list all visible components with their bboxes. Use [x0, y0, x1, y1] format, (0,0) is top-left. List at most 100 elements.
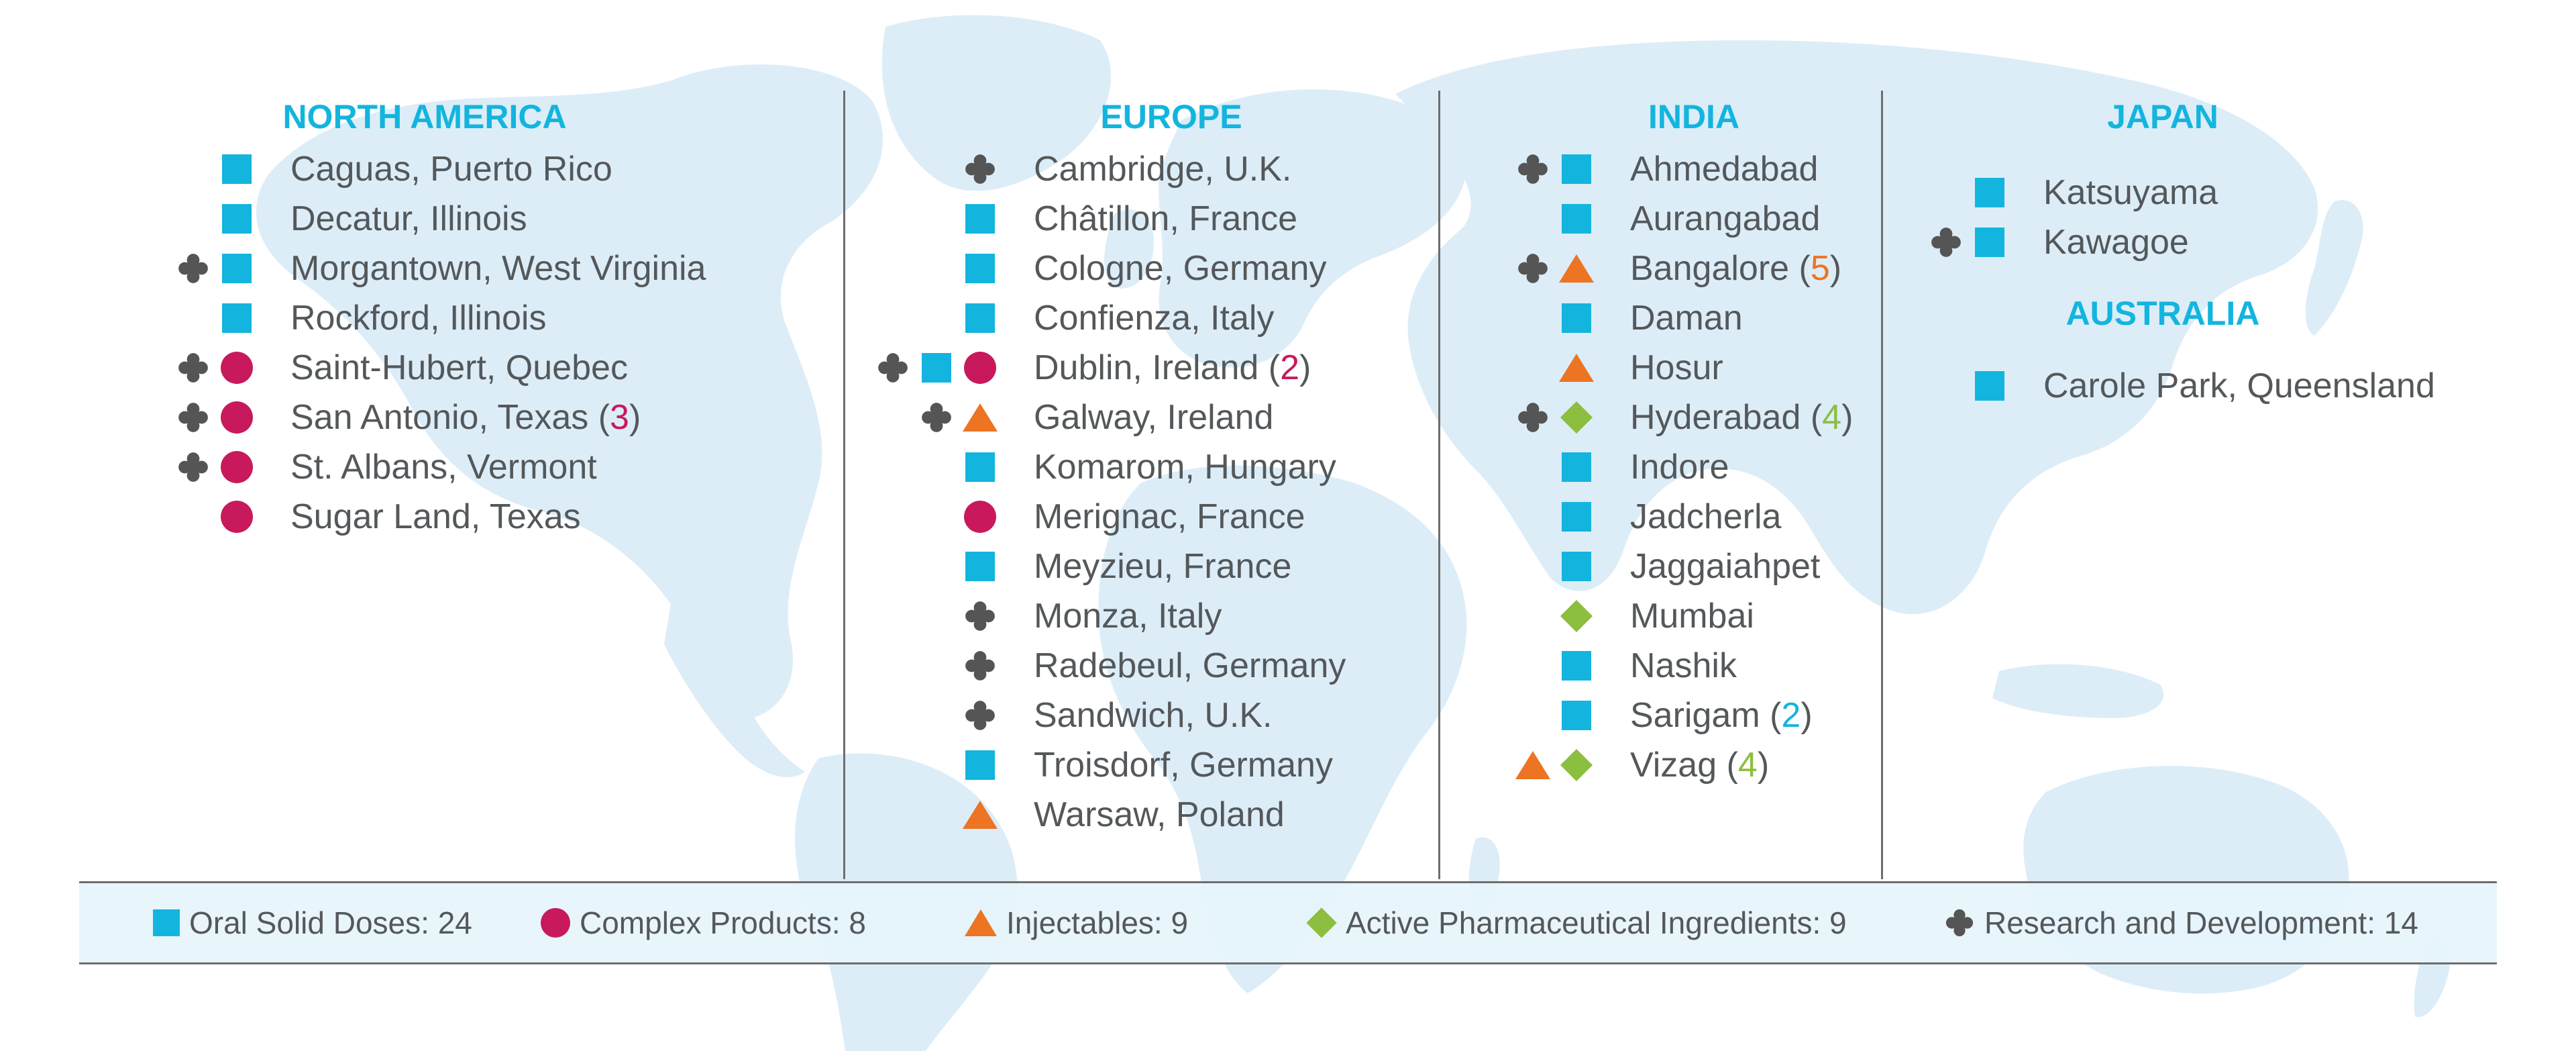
- north-america-shape: [256, 64, 883, 718]
- site-row: Mumbai: [1560, 591, 1754, 641]
- site-name: Daman: [1630, 299, 1743, 338]
- region-divider: [1881, 91, 1883, 879]
- square-marker-icon: [222, 204, 252, 234]
- site-name: Saint-Hubert, Quebec: [290, 348, 628, 387]
- research-clover-icon: [176, 252, 210, 285]
- indonesia-shape: [1992, 664, 2164, 718]
- site-row: Jaggaiahpet: [1562, 542, 1821, 591]
- site-row: Troisdorf, Germany: [965, 740, 1333, 790]
- square-marker-icon: [1562, 502, 1591, 532]
- site-row: Komarom, Hungary: [965, 442, 1336, 492]
- square-marker-icon: [222, 154, 252, 184]
- region-divider: [1438, 91, 1440, 879]
- site-row: Ahmedabad: [1518, 144, 1818, 194]
- site-name: Châtillon, France: [1034, 199, 1298, 238]
- site-name: Aurangabad: [1630, 199, 1821, 238]
- triangle-marker-icon: [965, 909, 997, 936]
- site-row: Indore: [1562, 442, 1729, 492]
- square-marker-icon: [965, 452, 995, 482]
- circle-marker-icon: [221, 451, 253, 483]
- triangle-marker-icon: [963, 403, 998, 432]
- site-name: Meyzieu, France: [1034, 547, 1292, 586]
- site-row: Caguas, Puerto Rico: [222, 144, 612, 194]
- square-marker-icon: [1975, 228, 2004, 257]
- site-name: Confienza, Italy: [1034, 299, 1275, 338]
- site-count: (3): [588, 398, 641, 437]
- region-divider: [843, 91, 845, 879]
- square-marker-icon: [1975, 178, 2004, 207]
- triangle-marker-icon: [1515, 751, 1550, 779]
- site-name: Decatur, Illinois: [290, 199, 527, 238]
- triangle-marker-icon: [963, 801, 998, 829]
- square-marker-icon: [1562, 154, 1591, 184]
- square-marker-icon: [1975, 371, 2004, 401]
- site-name: Rockford, Illinois: [290, 299, 547, 338]
- site-name: Mumbai: [1630, 597, 1754, 636]
- triangle-marker-icon: [1559, 354, 1594, 382]
- site-row: Nashik: [1562, 641, 1737, 691]
- diamond-marker-icon: [1306, 907, 1337, 938]
- site-name: Galway, Ireland: [1034, 398, 1274, 437]
- circle-marker-icon: [221, 401, 253, 434]
- region-title-india: INDIA: [1648, 98, 1740, 136]
- europe-shape: [1159, 89, 1466, 368]
- site-name: Morgantown, West Virginia: [290, 249, 706, 288]
- site-row: Hyderabad (4): [1518, 393, 1853, 442]
- research-clover-icon: [176, 450, 210, 484]
- site-row: Vizag (4): [1515, 740, 1770, 790]
- square-marker-icon: [965, 552, 995, 581]
- legend-label: Research and Development: 14: [1984, 905, 2418, 940]
- site-row: Jadcherla: [1562, 492, 1781, 542]
- site-name: Cambridge, U.K.: [1034, 150, 1292, 189]
- research-clover-icon: [963, 599, 997, 633]
- research-clover-icon: [876, 351, 910, 385]
- greenland-shape: [881, 15, 1112, 191]
- square-marker-icon: [1562, 701, 1591, 730]
- site-name: Cologne, Germany: [1034, 249, 1327, 288]
- site-row: Cologne, Germany: [965, 244, 1327, 293]
- site-name: Sarigam: [1630, 696, 1760, 735]
- circle-marker-icon: [964, 501, 996, 533]
- site-name: Troisdorf, Germany: [1034, 746, 1333, 785]
- legend-label: Oral Solid Doses: 24: [189, 905, 472, 940]
- site-name: San Antonio, Texas: [290, 398, 589, 437]
- legend-bar: Oral Solid Doses: 24 Complex Products: 8…: [79, 881, 2497, 964]
- site-name: Hosur: [1630, 348, 1723, 387]
- triangle-marker-icon: [1559, 254, 1594, 283]
- site-row: Sugar Land, Texas: [221, 492, 581, 542]
- site-count: (5): [1789, 249, 1842, 288]
- square-marker-icon: [222, 254, 252, 283]
- asia-shape: [1395, 40, 2318, 615]
- site-name: Vizag: [1630, 746, 1717, 785]
- site-name: Komarom, Hungary: [1034, 448, 1336, 487]
- site-row: Dublin, Ireland (2): [878, 343, 1311, 393]
- site-row: Warsaw, Poland: [963, 790, 1285, 840]
- region-title-europe: EUROPE: [1100, 98, 1242, 136]
- site-row: Galway, Ireland: [922, 393, 1274, 442]
- square-marker-icon: [1562, 651, 1591, 681]
- research-clover-icon: [1929, 226, 1963, 259]
- site-name: St. Albans, Vermont: [290, 448, 597, 487]
- square-marker-icon: [965, 303, 995, 333]
- site-name: Jaggaiahpet: [1630, 547, 1821, 586]
- square-marker-icon: [1562, 552, 1591, 581]
- site-name: Katsuyama: [2043, 173, 2218, 212]
- site-row: Morgantown, West Virginia: [178, 244, 706, 293]
- site-name: Hyderabad: [1630, 398, 1801, 437]
- site-row: Carole Park, Queensland: [1975, 361, 2435, 411]
- circle-marker-icon: [964, 352, 996, 384]
- region-title-north-america: NORTH AMERICA: [282, 98, 567, 136]
- site-count: (2): [1760, 696, 1813, 735]
- site-row: Radebeul, Germany: [965, 641, 1346, 691]
- site-row: Saint-Hubert, Quebec: [178, 343, 628, 393]
- legend-label: Complex Products: 8: [580, 905, 866, 940]
- uk-shape: [1104, 209, 1154, 289]
- site-row: Rockford, Illinois: [222, 293, 547, 343]
- site-name: Dublin, Ireland: [1034, 348, 1259, 387]
- research-clover-icon: [920, 401, 953, 434]
- site-count: (4): [1717, 746, 1770, 785]
- site-row: Confienza, Italy: [965, 293, 1275, 343]
- site-row: Sandwich, U.K.: [965, 691, 1273, 740]
- site-row: Sarigam (2): [1562, 691, 1813, 740]
